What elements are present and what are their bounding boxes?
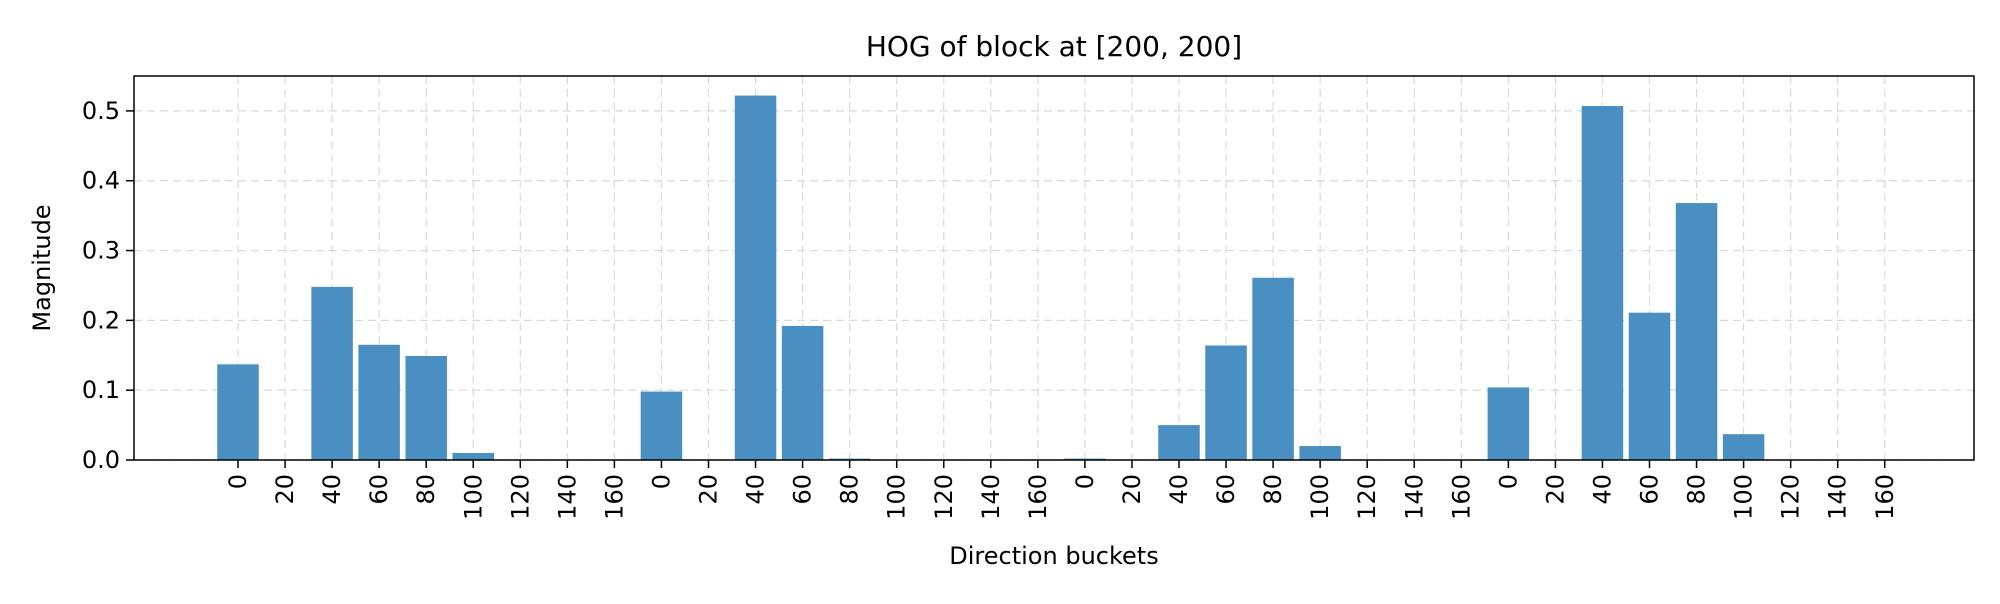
bar <box>1205 345 1247 460</box>
x-tick-label: 80 <box>1683 474 1711 505</box>
x-tick-label: 120 <box>930 474 958 520</box>
bar <box>640 391 683 460</box>
plot-frame <box>133 75 1975 461</box>
chart-title: HOG of block at [200, 200] <box>866 30 1242 63</box>
x-tick-label: 20 <box>271 474 299 505</box>
x-tick-label: 140 <box>1824 474 1852 520</box>
bar <box>1158 425 1200 460</box>
x-tick-label: 100 <box>883 474 911 520</box>
x-tick-label: 20 <box>1541 474 1569 505</box>
x-tick-label: 60 <box>365 474 393 505</box>
x-tick-label: 40 <box>1588 474 1616 505</box>
x-tick-label: 100 <box>1306 474 1334 520</box>
y-tick-label: 0.4 <box>82 167 120 195</box>
x-tick-label: 60 <box>1212 474 1240 505</box>
x-tick-label: 160 <box>1447 474 1475 520</box>
bar <box>781 325 824 460</box>
y-tick-label: 0.5 <box>82 97 120 125</box>
x-axis-label: Direction buckets <box>949 542 1158 570</box>
y-tick-label: 0.3 <box>82 237 120 265</box>
x-tick-label: 140 <box>1400 474 1428 520</box>
y-tick-label: 0.2 <box>82 306 120 334</box>
bar <box>452 453 494 460</box>
y-tick-label: 0.1 <box>82 376 120 404</box>
x-tick-label: 80 <box>412 474 440 505</box>
y-axis: 0.0 0.1 0.2 0.3 0.4 0.5 <box>82 97 134 474</box>
x-tick-label: 20 <box>695 474 723 505</box>
x-tick-label: 0 <box>647 474 675 489</box>
x-tick-label: 80 <box>1259 474 1287 505</box>
x-tick-label: 160 <box>1024 474 1052 520</box>
x-tick-label: 100 <box>1730 474 1758 520</box>
bar <box>358 344 400 460</box>
bar <box>1299 446 1341 460</box>
x-tick-label: 40 <box>318 474 346 505</box>
x-tick-label: 40 <box>1165 474 1193 505</box>
x-tick-label: 160 <box>1871 474 1899 520</box>
x-tick-label: 20 <box>1118 474 1146 505</box>
bar <box>1628 312 1671 460</box>
bar <box>217 364 259 460</box>
x-tick-label: 0 <box>1071 474 1099 489</box>
bar <box>1252 277 1294 460</box>
x-tick-label: 80 <box>836 474 864 505</box>
y-tick-label: 0.0 <box>82 446 120 474</box>
x-tick-label: 120 <box>1777 474 1805 520</box>
bars-layer <box>217 95 1765 461</box>
bar <box>1675 203 1718 460</box>
x-tick-label: 120 <box>506 474 534 520</box>
bar <box>1722 434 1765 460</box>
x-tick-label: 0 <box>224 474 252 489</box>
y-axis-label: Magnitude <box>28 204 56 331</box>
bar <box>405 355 447 460</box>
x-tick-label: 140 <box>553 474 581 520</box>
x-tick-label: 0 <box>1494 474 1522 489</box>
x-tick-label: 100 <box>459 474 487 520</box>
x-tick-label: 60 <box>1636 474 1664 505</box>
x-tick-label: 120 <box>1353 474 1381 520</box>
bar <box>734 95 777 461</box>
x-tick-label: 160 <box>600 474 628 520</box>
bar <box>1487 387 1530 460</box>
bar <box>1581 106 1624 460</box>
x-tick-label: 40 <box>742 474 770 505</box>
x-tick-label: 140 <box>977 474 1005 520</box>
x-axis: 0 20 40 60 80 100 120 140 160 0 20 40 60 80 100 120 140 1… <box>224 460 1899 520</box>
x-tick-label: 60 <box>789 474 817 505</box>
bar <box>311 286 353 460</box>
